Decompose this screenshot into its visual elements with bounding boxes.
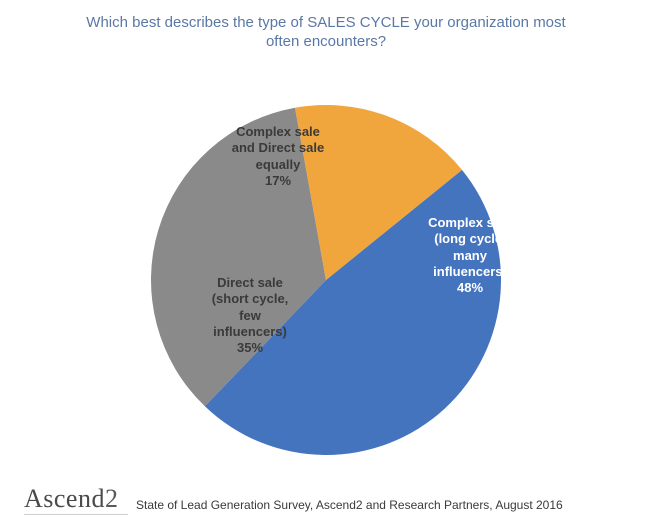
source-text: State of Lead Generation Survey, Ascend2… (136, 498, 563, 512)
logo-underline (24, 514, 128, 515)
logo-word: Ascend (24, 486, 105, 512)
chart-title: Which best describes the type of SALES C… (0, 14, 652, 52)
pie-label-complex: Complex sale (long cycle, many influence… (415, 215, 525, 296)
pie-label-equal: Complex sale and Direct sale equally 17% (218, 124, 338, 189)
logo-suffix: 2 (105, 486, 118, 512)
ascend2-logo: Ascend2 (24, 486, 118, 512)
footer: Ascend2 State of Lead Generation Survey,… (0, 486, 652, 512)
pie-label-direct: Direct sale (short cycle, few influencer… (195, 275, 305, 356)
